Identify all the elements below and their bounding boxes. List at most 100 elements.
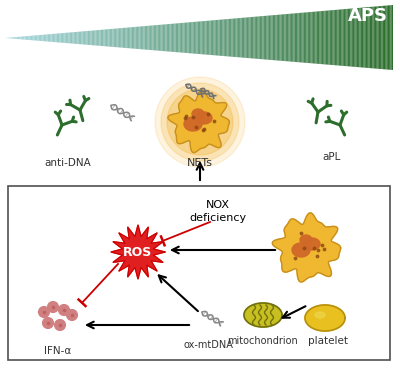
Polygon shape: [134, 27, 136, 49]
Polygon shape: [107, 29, 108, 46]
Polygon shape: [317, 11, 318, 64]
Polygon shape: [222, 20, 224, 56]
Polygon shape: [93, 30, 94, 45]
Polygon shape: [94, 30, 96, 45]
Polygon shape: [235, 18, 236, 57]
Polygon shape: [152, 25, 154, 50]
Polygon shape: [209, 21, 211, 55]
Polygon shape: [42, 35, 44, 41]
Polygon shape: [240, 18, 242, 58]
Polygon shape: [30, 36, 31, 40]
Polygon shape: [126, 28, 128, 48]
Polygon shape: [123, 28, 124, 48]
Polygon shape: [199, 21, 200, 54]
Polygon shape: [291, 14, 292, 62]
Polygon shape: [54, 34, 56, 42]
Polygon shape: [331, 10, 332, 65]
Polygon shape: [37, 35, 39, 41]
Polygon shape: [359, 8, 361, 67]
Polygon shape: [256, 17, 257, 59]
Polygon shape: [200, 21, 202, 54]
Polygon shape: [356, 8, 357, 67]
Polygon shape: [218, 20, 220, 56]
Polygon shape: [310, 12, 312, 63]
Polygon shape: [24, 36, 26, 40]
Polygon shape: [64, 33, 66, 43]
Circle shape: [42, 317, 54, 328]
Polygon shape: [202, 21, 203, 54]
Circle shape: [54, 320, 66, 331]
Polygon shape: [228, 19, 229, 56]
Polygon shape: [225, 19, 226, 56]
Polygon shape: [244, 303, 282, 327]
Polygon shape: [381, 6, 383, 69]
Polygon shape: [385, 6, 386, 69]
Polygon shape: [61, 33, 62, 43]
Polygon shape: [260, 16, 261, 59]
Polygon shape: [40, 35, 41, 41]
Polygon shape: [328, 10, 330, 65]
Circle shape: [66, 310, 78, 321]
Polygon shape: [208, 21, 209, 55]
Polygon shape: [233, 18, 234, 57]
Polygon shape: [390, 5, 392, 70]
Polygon shape: [12, 37, 13, 39]
Polygon shape: [41, 35, 42, 41]
Polygon shape: [304, 238, 320, 250]
Polygon shape: [140, 27, 141, 49]
Polygon shape: [318, 11, 319, 64]
Polygon shape: [250, 17, 251, 58]
Polygon shape: [383, 6, 384, 69]
Polygon shape: [284, 14, 286, 61]
Polygon shape: [279, 14, 280, 61]
Polygon shape: [104, 30, 106, 46]
Polygon shape: [296, 13, 297, 62]
Polygon shape: [252, 17, 253, 58]
Polygon shape: [181, 23, 182, 53]
Polygon shape: [106, 29, 107, 46]
Polygon shape: [287, 14, 288, 61]
Polygon shape: [137, 27, 138, 49]
Polygon shape: [308, 12, 309, 63]
Polygon shape: [167, 89, 233, 155]
Polygon shape: [216, 20, 217, 55]
Polygon shape: [350, 8, 352, 66]
Polygon shape: [168, 90, 229, 152]
Polygon shape: [164, 24, 165, 51]
Polygon shape: [103, 30, 104, 46]
Polygon shape: [320, 11, 322, 64]
Polygon shape: [363, 7, 364, 68]
Polygon shape: [286, 14, 287, 61]
Polygon shape: [194, 22, 195, 54]
Text: SLE: SLE: [10, 43, 47, 61]
Polygon shape: [378, 6, 379, 69]
Polygon shape: [266, 15, 268, 60]
Polygon shape: [83, 31, 84, 45]
Polygon shape: [111, 29, 112, 47]
Polygon shape: [132, 27, 133, 49]
Polygon shape: [85, 31, 86, 45]
Polygon shape: [59, 33, 61, 42]
Polygon shape: [280, 14, 282, 61]
Polygon shape: [340, 9, 341, 66]
Polygon shape: [74, 32, 75, 44]
Polygon shape: [184, 23, 185, 53]
Polygon shape: [150, 25, 151, 50]
Polygon shape: [17, 37, 18, 39]
Polygon shape: [133, 27, 134, 49]
Polygon shape: [339, 10, 340, 66]
Polygon shape: [384, 6, 385, 69]
Polygon shape: [214, 20, 216, 55]
Polygon shape: [14, 37, 15, 39]
Polygon shape: [305, 305, 345, 331]
Polygon shape: [46, 34, 48, 42]
Polygon shape: [239, 18, 240, 58]
Polygon shape: [56, 34, 57, 42]
Polygon shape: [206, 21, 207, 55]
Polygon shape: [36, 35, 37, 41]
Polygon shape: [84, 31, 85, 45]
Text: aPL: aPL: [323, 152, 341, 162]
Polygon shape: [268, 15, 269, 60]
Polygon shape: [313, 12, 314, 63]
Polygon shape: [207, 21, 208, 55]
